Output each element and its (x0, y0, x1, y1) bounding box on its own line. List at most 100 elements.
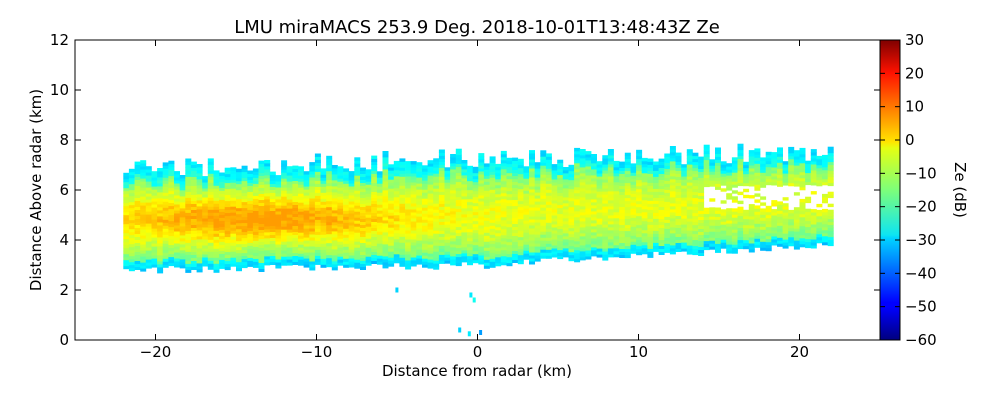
echo-cell (343, 228, 350, 232)
echo-cell (523, 166, 530, 170)
echo-cell (427, 217, 434, 221)
echo-cell (551, 194, 558, 198)
echo-cell (371, 200, 378, 204)
echo-cell (207, 206, 214, 210)
echo-cell (123, 220, 130, 225)
echo-cell (568, 233, 575, 238)
echo-cell (190, 242, 197, 246)
echo-cell (422, 219, 428, 223)
echo-cell (500, 228, 507, 233)
echo-cell (140, 265, 147, 269)
echo-cell (298, 232, 304, 236)
echo-cell (399, 260, 406, 264)
echo-cell (157, 198, 164, 202)
echo-cell (258, 184, 265, 188)
echo-cell (343, 192, 350, 196)
echo-cell (247, 221, 254, 225)
echo-cell (196, 230, 203, 234)
echo-cell (247, 209, 254, 213)
echo-cell (326, 215, 333, 220)
echo-cell (219, 226, 226, 230)
echo-cell (286, 208, 293, 212)
echo-cell (190, 260, 197, 264)
echo-cell (343, 180, 350, 184)
echo-cell (298, 229, 304, 233)
echo-cell (720, 230, 727, 234)
echo-cell (455, 202, 462, 207)
echo-cell (236, 264, 242, 269)
echo-cell (483, 190, 490, 194)
echo-cell (810, 227, 817, 231)
echo-cell (512, 160, 519, 164)
echo-cell (636, 236, 643, 241)
echo-cell (585, 157, 592, 161)
echo-cell (450, 172, 457, 176)
echo-cell (179, 238, 186, 242)
echo-cell (669, 152, 676, 156)
echo-cell (405, 200, 412, 204)
echo-cell (371, 245, 378, 249)
echo-cell (236, 252, 242, 257)
echo-cell (145, 220, 152, 224)
echo-cell (596, 227, 603, 231)
echo-cell (709, 231, 716, 235)
echo-cell (461, 223, 468, 227)
echo-cell (613, 184, 620, 189)
echo-cell (410, 248, 417, 252)
echo-cell (438, 221, 445, 225)
echo-cell (596, 173, 603, 177)
echo-cell (653, 197, 659, 201)
echo-cell (185, 194, 192, 198)
echo-cell (658, 203, 665, 207)
echo-cell (715, 237, 721, 241)
echo-cell (224, 257, 231, 262)
echo-cell (286, 250, 293, 254)
echo-cell (731, 196, 738, 200)
echo-cell (658, 233, 665, 237)
echo-cell (376, 225, 383, 229)
echo-cell (579, 230, 586, 234)
echo-cell (168, 190, 175, 195)
echo-cell (331, 180, 338, 184)
echo-cell (495, 250, 502, 255)
echo-cell (179, 223, 186, 227)
echo-cell (816, 158, 823, 163)
echo-cell (579, 155, 586, 159)
echo-cell (579, 203, 586, 207)
echo-cell (760, 184, 767, 188)
echo-cell (591, 226, 597, 230)
echo-cell (151, 189, 158, 193)
echo-cell (427, 166, 434, 170)
echo-cell (331, 192, 338, 196)
echo-cell (213, 215, 220, 219)
echo-cell (320, 171, 327, 175)
echo-cell (264, 187, 271, 191)
echo-cell (613, 217, 620, 222)
echo-cell (568, 209, 575, 214)
echo-cell (252, 237, 259, 241)
echo-cell (309, 186, 316, 190)
echo-cell (726, 181, 733, 185)
echo-cell (236, 204, 242, 209)
echo-cell (202, 179, 209, 183)
echo-cell (472, 178, 479, 183)
echo-cell (348, 222, 355, 226)
echo-cell (337, 187, 344, 191)
echo-cell (450, 184, 457, 188)
echo-cell (337, 208, 344, 212)
echo-cell (669, 251, 676, 255)
echo-cell (247, 233, 254, 237)
echo-cell (388, 206, 395, 210)
echo-cell (134, 167, 141, 171)
echo-cell (382, 181, 389, 185)
echo-cell (219, 235, 226, 239)
echo-cell (433, 191, 440, 195)
echo-cell (619, 242, 626, 246)
echo-cell (427, 175, 434, 179)
echo-cell (331, 195, 338, 199)
echo-cell (236, 195, 242, 200)
echo-cell (331, 210, 338, 214)
echo-cell (703, 216, 710, 221)
echo-cell (760, 235, 767, 239)
echo-cell (743, 161, 750, 166)
